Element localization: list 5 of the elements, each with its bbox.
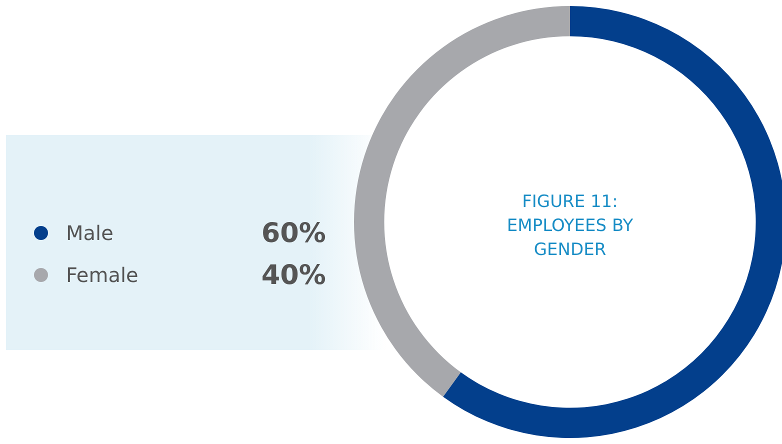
- data-label: 40%: [261, 260, 326, 290]
- legend-label: Male: [66, 221, 114, 245]
- legend-label: Female: [66, 263, 140, 287]
- text: FIGURE 11: EMPLOYEES BY GENDER: [506, 191, 634, 262]
- data-label: 60%: [261, 218, 326, 248]
